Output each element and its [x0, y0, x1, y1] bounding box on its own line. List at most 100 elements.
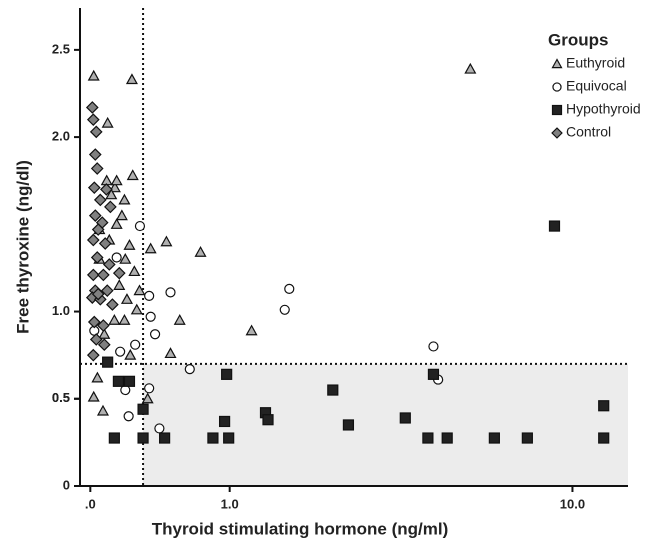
point	[118, 314, 131, 325]
point	[221, 368, 233, 380]
point	[245, 324, 258, 336]
y-tick-label: 0.5	[52, 390, 70, 405]
point	[90, 162, 104, 175]
point	[207, 432, 219, 444]
point	[96, 404, 109, 416]
point	[125, 73, 138, 85]
point	[91, 371, 104, 383]
y-tick-label: 2.5	[52, 41, 70, 56]
point	[115, 346, 126, 357]
point	[86, 348, 100, 362]
point	[115, 209, 128, 221]
point	[88, 209, 102, 222]
point	[218, 415, 231, 428]
point	[521, 432, 533, 444]
x-axis-label: Thyroid stimulating hormone (ng/ml)	[152, 519, 449, 538]
point	[141, 392, 154, 404]
y-tick-label: 0	[63, 477, 70, 492]
point	[120, 293, 133, 304]
point	[99, 183, 113, 196]
point	[113, 279, 126, 290]
y-tick-label: 1.0	[52, 303, 70, 318]
point	[126, 169, 139, 181]
point	[154, 423, 165, 434]
point	[93, 193, 107, 207]
point	[112, 375, 125, 387]
point	[108, 432, 120, 444]
y-tick-label: 2.0	[52, 129, 70, 144]
point	[149, 329, 161, 340]
point	[144, 290, 155, 301]
point	[128, 265, 141, 277]
point	[88, 148, 102, 161]
point	[87, 181, 101, 195]
point	[165, 287, 176, 298]
point	[101, 116, 114, 128]
point	[85, 101, 99, 114]
legend-label: Control	[566, 124, 611, 140]
point	[100, 174, 113, 186]
point	[145, 311, 156, 322]
point	[428, 341, 439, 352]
point	[89, 333, 103, 346]
point	[279, 304, 290, 315]
shaded-region	[143, 363, 628, 486]
x-tick-label: 10.0	[560, 496, 585, 511]
point	[548, 220, 561, 232]
point	[87, 69, 100, 81]
point	[91, 223, 105, 236]
point	[262, 414, 274, 426]
y-axis-label: Free thyroxine (ng/dl)	[13, 160, 32, 334]
point	[97, 338, 111, 352]
legend-title: Groups	[548, 30, 608, 49]
point	[464, 62, 477, 74]
point	[86, 268, 100, 282]
point	[598, 432, 610, 444]
legend-label: Equivocal	[566, 78, 627, 94]
point	[159, 432, 171, 444]
legend-label: Euthyroid	[566, 55, 625, 71]
point	[110, 174, 123, 186]
point	[108, 314, 121, 325]
point	[133, 284, 146, 296]
point	[98, 237, 112, 250]
point	[160, 235, 173, 247]
point	[123, 411, 134, 422]
point	[223, 432, 235, 444]
y-tick-label: 0.5	[52, 390, 70, 405]
legend-marker	[551, 104, 563, 116]
point	[86, 233, 100, 247]
point	[87, 390, 100, 402]
point	[164, 347, 177, 359]
point	[399, 412, 411, 424]
point	[488, 432, 500, 444]
point	[144, 242, 157, 254]
point	[112, 266, 126, 280]
point	[106, 298, 119, 311]
point	[137, 403, 149, 415]
legend-label: Hypothyroid	[566, 101, 641, 117]
point	[130, 339, 141, 350]
point	[105, 188, 118, 200]
point	[123, 375, 136, 387]
point	[284, 283, 295, 294]
point	[100, 284, 114, 297]
point	[86, 113, 100, 126]
point	[98, 327, 111, 339]
point	[111, 252, 122, 263]
point	[342, 419, 355, 431]
x-tick-label: 1.0	[221, 496, 239, 511]
point	[137, 432, 149, 444]
point	[91, 287, 105, 301]
x-tick-label: .0	[85, 496, 96, 511]
point	[134, 220, 146, 232]
point	[102, 258, 116, 271]
point	[110, 218, 123, 229]
point	[184, 364, 195, 375]
point	[422, 432, 434, 444]
point	[97, 268, 110, 282]
point	[144, 383, 155, 394]
point	[327, 384, 339, 396]
point	[123, 239, 136, 250]
